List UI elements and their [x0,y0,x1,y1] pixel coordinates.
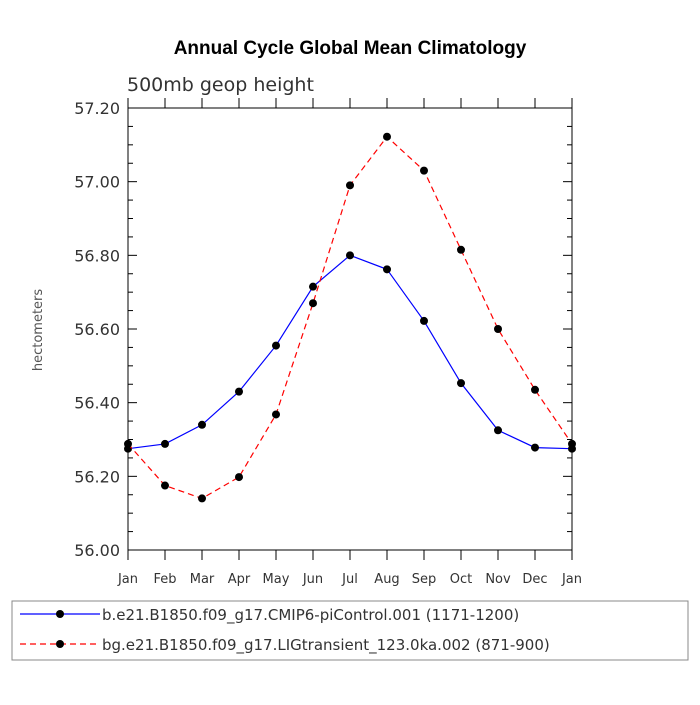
data-point-series-0 [235,387,243,396]
plot-frame [127,107,573,551]
data-point-series-1 [272,410,280,419]
data-point-series-0 [198,420,206,429]
data-point-series-1 [346,181,354,190]
data-point-series-1 [531,385,539,394]
legend-marker-0 [56,610,64,618]
data-point-series-0 [383,265,391,274]
y-tick-label: 56.40 [74,394,120,413]
data-point-series-0 [420,316,428,325]
x-tick-label: Jan [561,572,582,587]
legend-marker-1 [56,640,64,648]
data-point-series-1 [420,166,428,175]
data-point-series-0 [346,251,354,260]
x-tick-label: Jun [302,572,323,587]
legend-box [11,600,689,661]
data-point-series-1 [568,439,576,448]
x-tick-label: Aug [374,572,399,587]
data-point-series-0 [494,426,502,435]
y-tick-label: 57.20 [74,99,120,118]
x-tick-label: Feb [153,572,176,587]
x-tick-label: Jan [117,572,138,587]
x-tick-label: Oct [450,572,472,587]
x-tick-label: May [263,572,290,587]
x-tick-label: Dec [522,572,547,587]
data-point-series-1 [383,132,391,141]
y-tick-label: 56.80 [74,246,120,265]
data-point-series-1 [235,473,243,482]
x-tick-label: Mar [190,572,215,587]
y-tick-label: 56.00 [74,541,120,560]
y-tick-label: 56.20 [74,467,120,486]
chart-title: Annual Cycle Global Mean Climatology [174,38,527,59]
x-tick-label: Nov [485,572,511,587]
data-point-series-1 [457,245,465,254]
y-axis-label: hectometers [31,289,46,372]
data-point-series-1 [161,481,169,490]
legend-label-0: b.e21.B1850.f09_g17.CMIP6-piControl.001 … [102,606,519,625]
x-tick-label: Jul [341,572,358,587]
data-point-series-1 [309,299,317,308]
series-line-0 [127,254,573,450]
chart-subtitle: 500mb geop height [127,74,314,96]
x-tick-label: Apr [228,572,251,587]
data-point-series-1 [198,494,206,503]
series-line-1 [127,135,573,500]
legend: b.e21.B1850.f09_g17.CMIP6-piControl.001 … [11,600,689,661]
y-tick-label: 57.00 [74,173,120,192]
data-point-series-0 [272,341,280,350]
data-point-series-0 [161,439,169,448]
x-tick-label: Sep [412,572,437,587]
data-point-series-0 [309,282,317,291]
data-point-series-1 [494,325,502,333]
y-tick-label: 56.60 [74,320,120,339]
legend-label-1: bg.e21.B1850.f09_g17.LIGtransient_123.0k… [102,636,550,655]
plot-layer: 56.00 56.20 56.40 56.60 56.80 57.00 57.20 Jan Fe… [74,98,582,587]
data-point-series-0 [531,443,539,452]
data-point-series-1 [124,439,132,448]
data-point-series-0 [457,379,465,388]
